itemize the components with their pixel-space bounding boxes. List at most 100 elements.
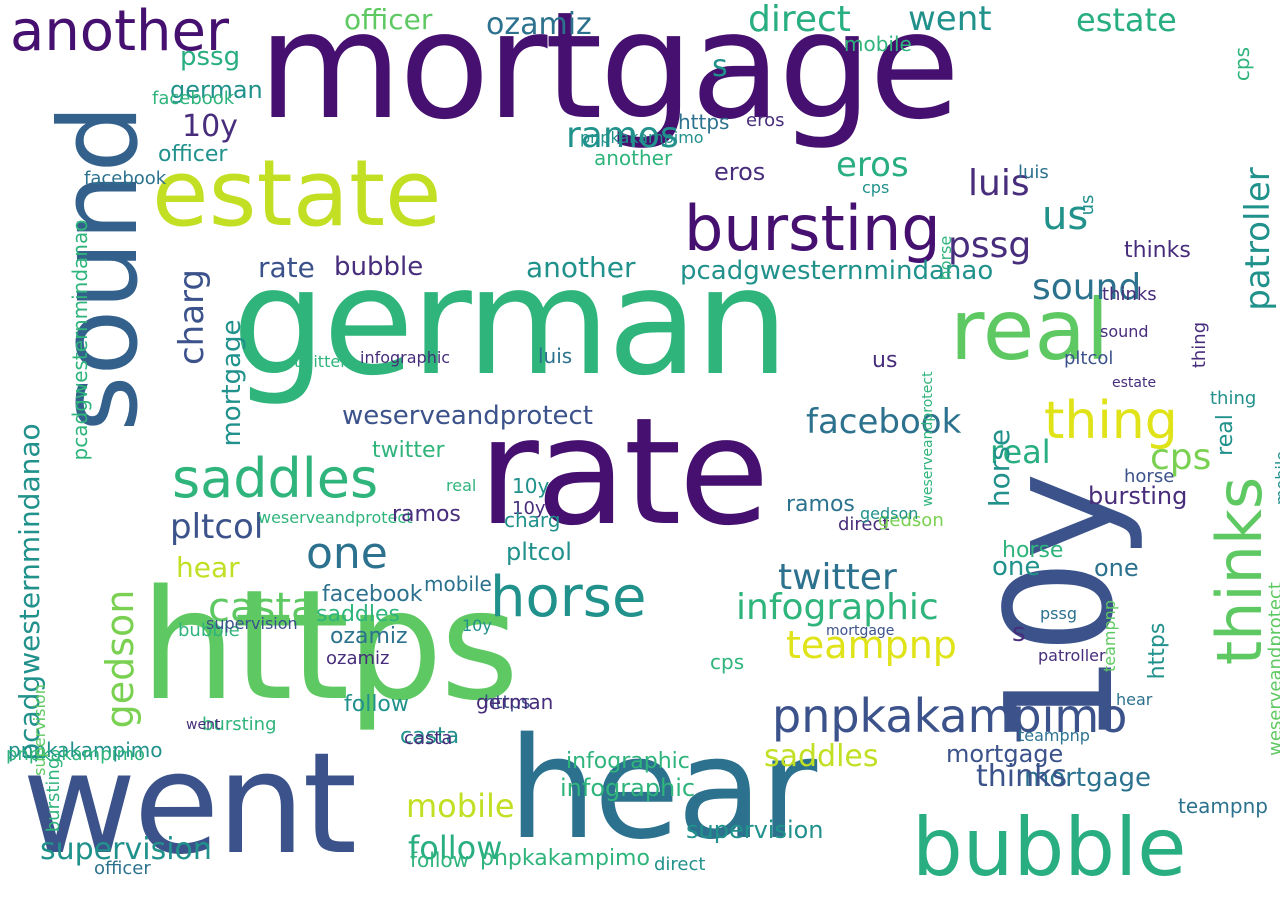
word-eros-big: eros <box>836 145 909 185</box>
word-real-2: real <box>990 433 1051 471</box>
word-infographic-4: infographic <box>360 348 451 367</box>
word-charg-big: charg <box>172 268 212 366</box>
word-facebook-2: facebook <box>322 582 423 607</box>
word-sound-2: sound <box>1032 267 1142 308</box>
word-ramos-3: ramos <box>392 502 461 527</box>
word-saddles-2: saddles <box>764 739 879 774</box>
word-bubble-big: bubble <box>912 801 1187 894</box>
word-another-2: another <box>526 251 636 284</box>
word-saddles-big: saddles <box>172 447 379 510</box>
word-mortgage-big: mortgage <box>258 0 960 152</box>
word-thing-2: thing <box>1210 388 1257 409</box>
word-bursting-2: bursting <box>1088 482 1188 510</box>
word-luis-3: luis <box>1018 162 1049 183</box>
word-pssg-3: pssg <box>1040 604 1077 623</box>
word-hear-3: hear <box>1116 690 1153 709</box>
word-mortgage-3: mortgage <box>217 319 247 447</box>
word-follow-3: follow <box>344 692 409 717</box>
word-horse-2: horse <box>983 428 1016 508</box>
word-rate-big: rate <box>478 386 770 558</box>
word-pnpkakampimo-3: pnpkakampimo <box>480 846 650 871</box>
word-horse-big: horse <box>490 565 647 630</box>
word-horse-4: horse <box>1124 466 1175 487</box>
word-ramos-2: ramos <box>786 492 855 517</box>
word-went-3: went <box>186 717 221 733</box>
word-charg-2: charg <box>504 508 561 532</box>
word-thing-3: thing <box>1189 321 1210 369</box>
word-mortgage-4: mortgage <box>826 623 895 639</box>
word-weserveandprotect-2: weserveandprotect <box>258 508 413 527</box>
word-https-3: https <box>484 692 531 713</box>
word-s-2: s <box>1012 618 1026 648</box>
word-real-3: real <box>446 476 477 495</box>
word-pltcol-big: pltcol <box>170 507 264 547</box>
word-infographic-big: infographic <box>736 587 939 628</box>
word-supervision-2: supervision <box>686 816 824 844</box>
word-estate-3: estate <box>1112 375 1157 391</box>
word-twitter-big: twitter <box>778 557 897 598</box>
word-https-big: https <box>140 557 519 734</box>
word-weserveandprotect-3: weserveandprotect <box>1265 582 1280 756</box>
word-luis-big: luis <box>968 163 1030 204</box>
word-teampnp-2: teampnp <box>1178 794 1268 818</box>
word-horse-3: horse <box>1002 538 1064 563</box>
word-pcadgwesternmindanao-3: pcadgwesternmindanao <box>68 219 92 461</box>
word-went-2: went <box>908 0 992 39</box>
word-went-big: went <box>22 723 357 886</box>
word-10y-5: 10y <box>462 616 492 635</box>
word-us-3: us <box>1077 194 1098 216</box>
word-direct-big: direct <box>748 0 851 40</box>
word-cps-2: cps <box>710 650 745 674</box>
word-thinks-2: thinks <box>1124 238 1191 263</box>
word-one-3: one <box>1094 554 1139 582</box>
word-https-4: https <box>678 110 730 134</box>
word-rate-2: rate <box>258 251 315 284</box>
word-gedson-3: gedson <box>860 504 919 523</box>
word-officer-big: officer <box>344 3 433 36</box>
word-infographic-2: infographic <box>560 774 696 802</box>
word-cps-big: cps <box>1150 437 1212 478</box>
word-officer-2: officer <box>158 142 228 167</box>
word-pltcol-3: pltcol <box>1064 348 1114 369</box>
word-ramos-big: ramos <box>566 115 679 156</box>
word-us-2: us <box>872 348 898 373</box>
word-german-2: german <box>170 76 263 104</box>
word-supervision-4: supervision <box>30 684 49 776</box>
word-facebook-4: facebook <box>152 88 235 109</box>
word-patroller-2: patroller <box>1038 646 1106 665</box>
word-ozamiz-2: ozamiz <box>330 624 408 649</box>
word-https-2: https <box>1145 622 1170 680</box>
word-officer-3: officer <box>94 858 151 879</box>
word-ozamiz-big: ozamiz <box>486 7 592 42</box>
word-another-3: another <box>594 146 673 170</box>
word-thing-big: thing <box>1044 391 1178 451</box>
word-mobile-4: mobile <box>1272 450 1280 506</box>
word-s-1: s <box>712 49 728 84</box>
word-real-big: real <box>950 281 1110 379</box>
word-pssg-big: pssg <box>948 225 1032 266</box>
word-sound-3: sound <box>1100 322 1149 341</box>
word-patroller-big: patroller <box>1238 167 1278 311</box>
word-thinks-3: thinks <box>976 759 1068 794</box>
word-cps-4: cps <box>1230 46 1254 82</box>
word-hear-big: hear <box>508 708 817 871</box>
word-bursting-big: bursting <box>684 192 941 265</box>
word-another-big: another <box>10 0 229 64</box>
word-casta-3: casta <box>404 728 453 749</box>
word-pnpkakampimo-4: pnpkakampimo <box>6 744 146 765</box>
word-casta-2: casta <box>400 724 460 749</box>
word-one-2: one <box>992 552 1041 582</box>
word-supervision-big: supervision <box>40 832 212 867</box>
word-real-4: real <box>1213 414 1238 456</box>
word-follow-big: follow <box>408 829 503 867</box>
word-gedson-2: gedson <box>878 510 944 531</box>
word-weserveandprotect-big: weserveandprotect <box>342 401 593 431</box>
word-thinks-big: thinks <box>1203 476 1276 666</box>
word-german-big: german <box>232 236 789 408</box>
word-facebook-3: facebook <box>84 168 167 189</box>
word-us-big: us <box>1042 193 1089 239</box>
word-thinks-4: thinks <box>1102 284 1157 305</box>
word-10y-3: 10y <box>512 474 550 498</box>
word-mortgage-5: mortgage <box>946 740 1064 768</box>
word-ozamiz-3: ozamiz <box>326 648 390 669</box>
